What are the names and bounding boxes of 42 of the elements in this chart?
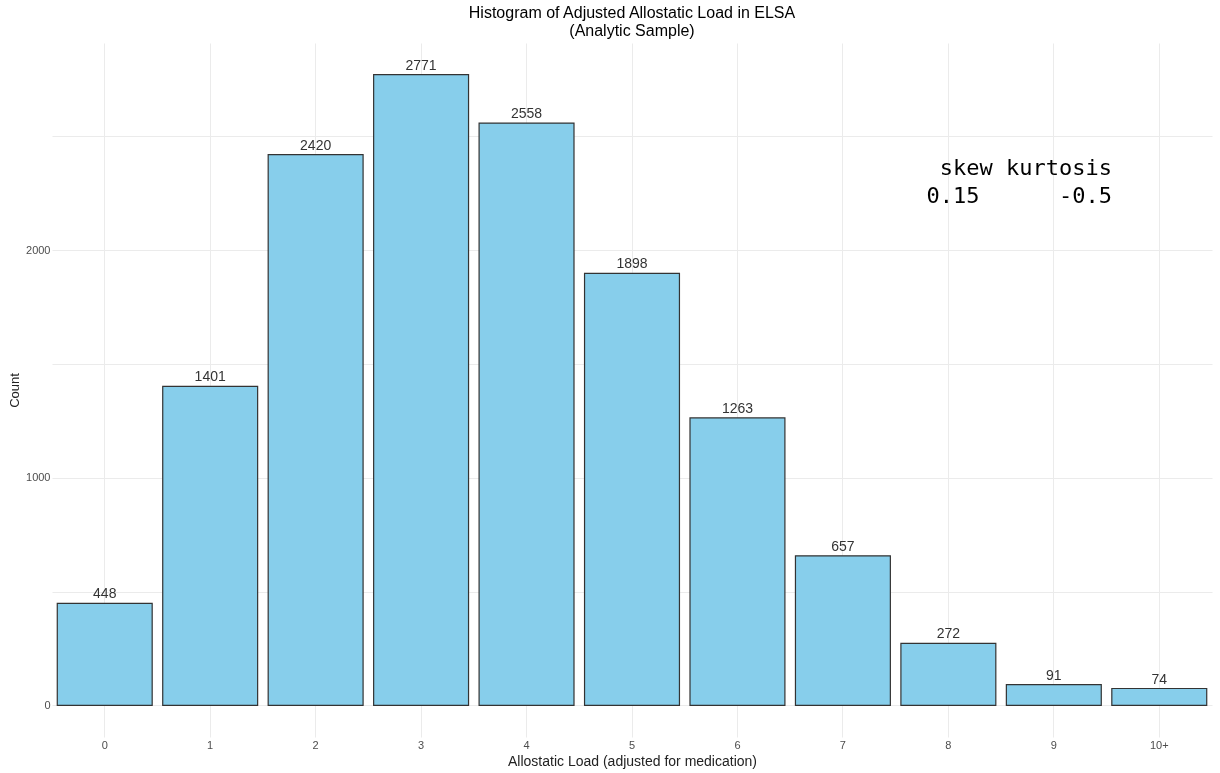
bar	[478, 122, 575, 706]
data-label: 91	[1046, 666, 1062, 683]
data-label: 1898	[616, 255, 648, 272]
data-label: 2771	[405, 56, 437, 73]
data-label: 1401	[194, 368, 226, 385]
data-label: 272	[936, 625, 961, 642]
x-axis-title: Allostatic Load (adjusted for medication)	[507, 752, 758, 769]
x-tick-label: 5	[628, 738, 636, 751]
x-tick-label: 9	[1050, 738, 1057, 751]
bar	[373, 74, 470, 706]
data-label: 2558	[510, 105, 543, 122]
x-tick-label: 10+	[1149, 738, 1169, 751]
annotation: skew kurtosis	[939, 155, 1112, 180]
x-tick-label: 2	[312, 738, 319, 751]
bar	[794, 555, 891, 706]
x-tick-label: 0	[101, 738, 108, 751]
bar	[583, 272, 681, 706]
data-label: 74	[1151, 670, 1168, 687]
x-tick-label: 1	[207, 738, 214, 751]
bar	[162, 385, 259, 706]
x-tick-label: 6	[734, 738, 741, 751]
chart-subtitle: (Analytic Sample)	[569, 22, 695, 39]
y-axis-title: Count	[7, 372, 23, 408]
data-label: 657	[831, 537, 855, 554]
bar	[1005, 684, 1102, 706]
y-tick-label: 0	[44, 698, 51, 711]
x-tick-label: 8	[945, 738, 952, 751]
x-tick-label: 7	[839, 738, 846, 751]
chart-title: Histogram of Adjusted Allostatic Load in ELSA	[468, 4, 796, 21]
x-tick-label: 3	[418, 738, 425, 751]
y-tick-label: 1000	[26, 471, 51, 484]
data-label: 448	[93, 585, 117, 602]
bar	[267, 153, 364, 706]
data-label: 2420	[300, 136, 332, 153]
data-label: 1263	[721, 399, 754, 416]
bar	[56, 602, 153, 706]
bar	[900, 642, 997, 706]
annotation: 0.15 -0.5	[926, 183, 1112, 208]
bar	[1111, 687, 1208, 706]
x-tick-label: 4	[523, 738, 530, 751]
bar	[689, 417, 786, 706]
y-tick-label: 2000	[26, 243, 51, 256]
